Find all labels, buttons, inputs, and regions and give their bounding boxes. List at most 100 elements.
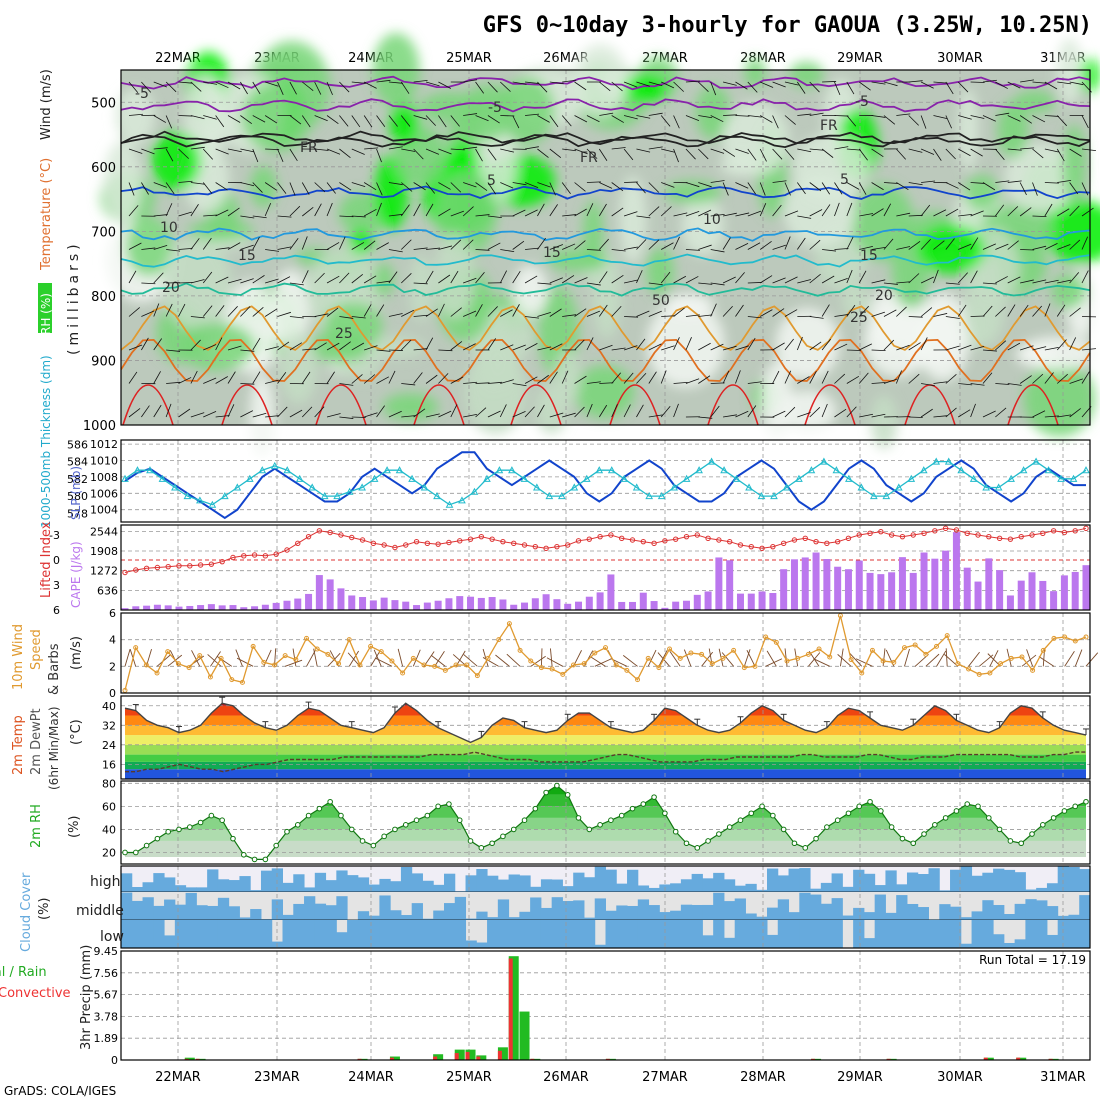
temp-ytick: 16: [102, 758, 116, 771]
wind-barb: [277, 246, 292, 250]
wind-barb: [561, 115, 572, 127]
thickness-point: [944, 457, 953, 465]
upper-units-label: (millibars): [66, 240, 82, 355]
temp2m-label-1: 2m Temp: [11, 715, 26, 775]
wind-barb: [995, 81, 1008, 89]
wind-barb: [896, 212, 911, 217]
wind10-barb: [647, 649, 657, 667]
wind-barb: [685, 80, 700, 83]
wind10-barb: [1026, 649, 1034, 667]
wind-barb: [1007, 81, 1021, 89]
wind10-point: [400, 670, 406, 676]
rh-point: [208, 812, 215, 819]
wind-barb: [648, 112, 663, 116]
wind10-point: [656, 665, 662, 671]
cape-bar: [834, 566, 842, 610]
wind-barb: [834, 343, 848, 351]
wind-barb: [1081, 207, 1094, 217]
wind10-barb: [463, 654, 478, 667]
wind-barb: [1007, 240, 1019, 250]
wind10-point: [1083, 634, 1089, 640]
wind-barb: [537, 346, 552, 351]
wind-barb: [400, 115, 411, 127]
precip-ytick: 3.78: [94, 1010, 119, 1023]
cloud-bar: [810, 894, 822, 920]
cape-bar: [931, 558, 939, 610]
wind-barb: [1044, 372, 1054, 384]
wind-barb: [351, 316, 366, 319]
rh-point: [597, 822, 603, 828]
cloud-bar: [336, 870, 348, 892]
lifted-point: [284, 547, 290, 553]
wind-barb: [326, 202, 333, 217]
rh-blob: [547, 248, 609, 272]
thickness-point: [657, 492, 666, 500]
cloud-bar: [745, 913, 757, 920]
wind-barb: [252, 237, 260, 250]
wind-barb: [648, 146, 663, 150]
wind-barb: [438, 245, 453, 250]
thickness-point: [632, 483, 641, 491]
isotherm-label: 10: [703, 212, 721, 228]
top-date-25MAR: 25MAR: [446, 51, 492, 66]
wind-barb: [339, 182, 352, 191]
wind-barb: [215, 337, 223, 351]
thickness-point: [183, 492, 192, 500]
wind-barb: [821, 338, 832, 351]
cape-bar: [661, 607, 669, 610]
cloud-bar: [1068, 920, 1080, 948]
rh-point: [327, 798, 333, 805]
cape-bar: [780, 569, 788, 610]
isotherm-label: 10: [160, 220, 178, 236]
cloud-bar: [874, 894, 886, 920]
rh-point: [888, 824, 895, 830]
cloud-bar: [777, 875, 790, 892]
cloud-bar: [777, 920, 790, 948]
wind-barb: [475, 304, 483, 317]
wind-barb: [722, 148, 736, 157]
wind-barb: [302, 206, 314, 217]
cloud-bar: [777, 899, 790, 920]
wind-barb: [1044, 203, 1053, 217]
wind-barb: [1020, 147, 1035, 150]
wind-barb: [883, 115, 896, 125]
wind10-barb: [348, 650, 360, 667]
cape-bar: [693, 594, 701, 610]
lifted-point: [446, 539, 452, 546]
lifted-point: [759, 545, 765, 552]
thickness-point: [894, 483, 903, 491]
cape-bar: [445, 598, 453, 610]
rh-point: [986, 815, 992, 821]
wind-barb: [1081, 182, 1089, 196]
wind10-point: [613, 662, 619, 668]
wind-barb: [611, 207, 624, 217]
wind-barb: [598, 404, 608, 418]
wind-barb: [252, 307, 264, 317]
lifted-point: [651, 540, 657, 547]
rh-point: [662, 810, 668, 817]
thickness-point: [245, 474, 254, 482]
wind-barb: [562, 412, 576, 418]
wind-barb: [797, 376, 810, 384]
cape-bar: [596, 592, 604, 610]
wind-barb: [475, 249, 490, 251]
rh-band: [125, 840, 1086, 858]
lifted-point: [640, 538, 646, 545]
lifted-point: [338, 532, 344, 538]
wind-barb: [574, 115, 588, 123]
wind10-point: [432, 663, 438, 669]
wind-barb: [425, 337, 434, 351]
upper-ytick: 500: [91, 96, 116, 111]
rh-blob: [788, 61, 824, 88]
wind-barb: [425, 182, 436, 194]
wind-barb: [661, 345, 675, 351]
cloud-bar: [734, 920, 746, 948]
temp-band: [125, 769, 1086, 779]
rh-blob: [512, 265, 548, 317]
rh-point: [392, 826, 398, 833]
wind-barb: [388, 249, 403, 253]
cloud-bar: [347, 920, 359, 948]
cloud-level-low: low: [100, 929, 124, 945]
upper-ytick: 700: [91, 225, 116, 240]
wind-barb: [252, 215, 267, 219]
